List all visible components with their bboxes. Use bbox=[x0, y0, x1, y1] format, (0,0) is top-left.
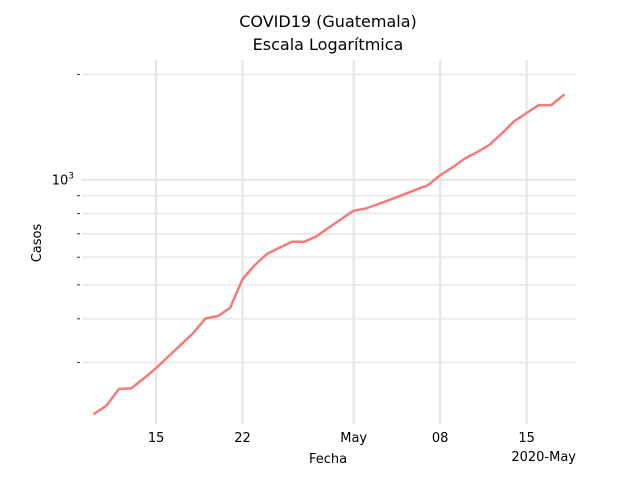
x-tick-label: 08 bbox=[432, 431, 449, 446]
x-tick-label: 15 bbox=[518, 431, 535, 446]
y-axis-label: Casos bbox=[30, 224, 45, 263]
chart-title-line1: COVID19 (Guatemala) bbox=[239, 12, 417, 31]
x-tick-label: May bbox=[340, 431, 367, 446]
x-corner-label: 2020-May bbox=[511, 450, 576, 465]
tick-layer: 103 15 22 May 08 15 bbox=[52, 73, 535, 446]
x-tick-label: 15 bbox=[148, 431, 165, 446]
x-tick-label: 22 bbox=[234, 431, 251, 446]
x-axis-label: Fecha bbox=[309, 452, 347, 467]
grid-layer bbox=[82, 60, 576, 424]
y-tick-label: 103 bbox=[52, 172, 74, 189]
series-line bbox=[93, 93, 565, 415]
chart-title-line2: Escala Logarítmica bbox=[253, 35, 404, 54]
